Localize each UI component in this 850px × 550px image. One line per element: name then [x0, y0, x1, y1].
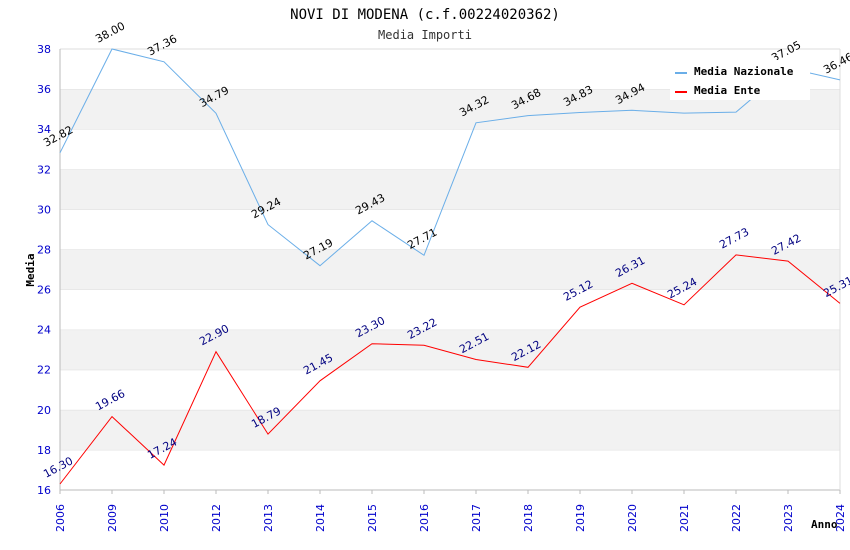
legend-box: [670, 60, 810, 100]
series-lines: [59, 48, 841, 485]
y-tick-label: 16: [37, 484, 51, 497]
chart-subtitle: Media Importi: [378, 28, 472, 42]
legend: Media Nazionale Media Ente: [670, 60, 810, 100]
grid-band: [60, 249, 840, 290]
x-tick-label: 2010: [158, 504, 171, 532]
grid-band: [60, 289, 840, 330]
x-tick-label: 2019: [574, 504, 587, 532]
grid-band: [60, 329, 840, 370]
grid-bands: [60, 48, 840, 490]
x-axis-title: Anno: [811, 518, 838, 531]
x-tick-label: 2012: [210, 504, 223, 532]
x-tick-label: 2022: [730, 504, 743, 532]
y-tick-label: 30: [37, 203, 51, 216]
x-tick-label: 2009: [106, 504, 119, 532]
x-tick-label: 2023: [782, 504, 795, 532]
data-label: 38.00: [93, 19, 127, 45]
y-axis-title: Media: [24, 253, 37, 286]
x-tick-label: 2006: [54, 504, 67, 532]
y-tick-labels: 16 18 20 22 24 26 28 30 32 34 36 38: [37, 43, 51, 497]
y-tick-label: 32: [37, 163, 51, 176]
grid-band: [60, 449, 840, 490]
series-line-media-ente: [59, 254, 841, 485]
x-tick-label: 2014: [314, 504, 327, 532]
chart-title: NOVI DI MODENA (c.f.00224020362): [290, 7, 560, 23]
grid-band: [60, 369, 840, 410]
grid-band: [60, 129, 840, 170]
y-tick-label: 26: [37, 284, 51, 297]
y-tick-label: 22: [37, 364, 51, 377]
legend-label-ente: Media Ente: [694, 84, 761, 97]
series-line-media-nazionale: [59, 48, 841, 267]
y-tick-label: 36: [37, 83, 51, 96]
x-tick-label: 2013: [262, 504, 275, 532]
x-tick-label: 2020: [626, 504, 639, 532]
x-tick-label: 2018: [522, 504, 535, 532]
axes: [59, 49, 841, 491]
x-tick-label: 2024: [834, 504, 847, 532]
y-tick-label: 24: [37, 324, 51, 337]
y-tick-label: 18: [37, 444, 51, 457]
y-tick-label: 34: [37, 123, 51, 136]
x-tick-label: 2016: [418, 504, 431, 532]
grid-band: [60, 209, 840, 250]
y-tick-label: 38: [37, 43, 51, 56]
x-tick-labels: 2006 2009 2010 2012 2013 2014 2015 2016 2017 2018…: [54, 490, 847, 532]
y-tick-label: 28: [37, 243, 51, 256]
grid-band: [60, 409, 840, 450]
x-tick-label: 2021: [678, 504, 691, 532]
legend-label-nazionale: Media Nazionale: [694, 65, 794, 78]
y-tick-label: 20: [37, 404, 51, 417]
x-tick-label: 2015: [366, 504, 379, 532]
x-tick-label: 2017: [470, 504, 483, 532]
